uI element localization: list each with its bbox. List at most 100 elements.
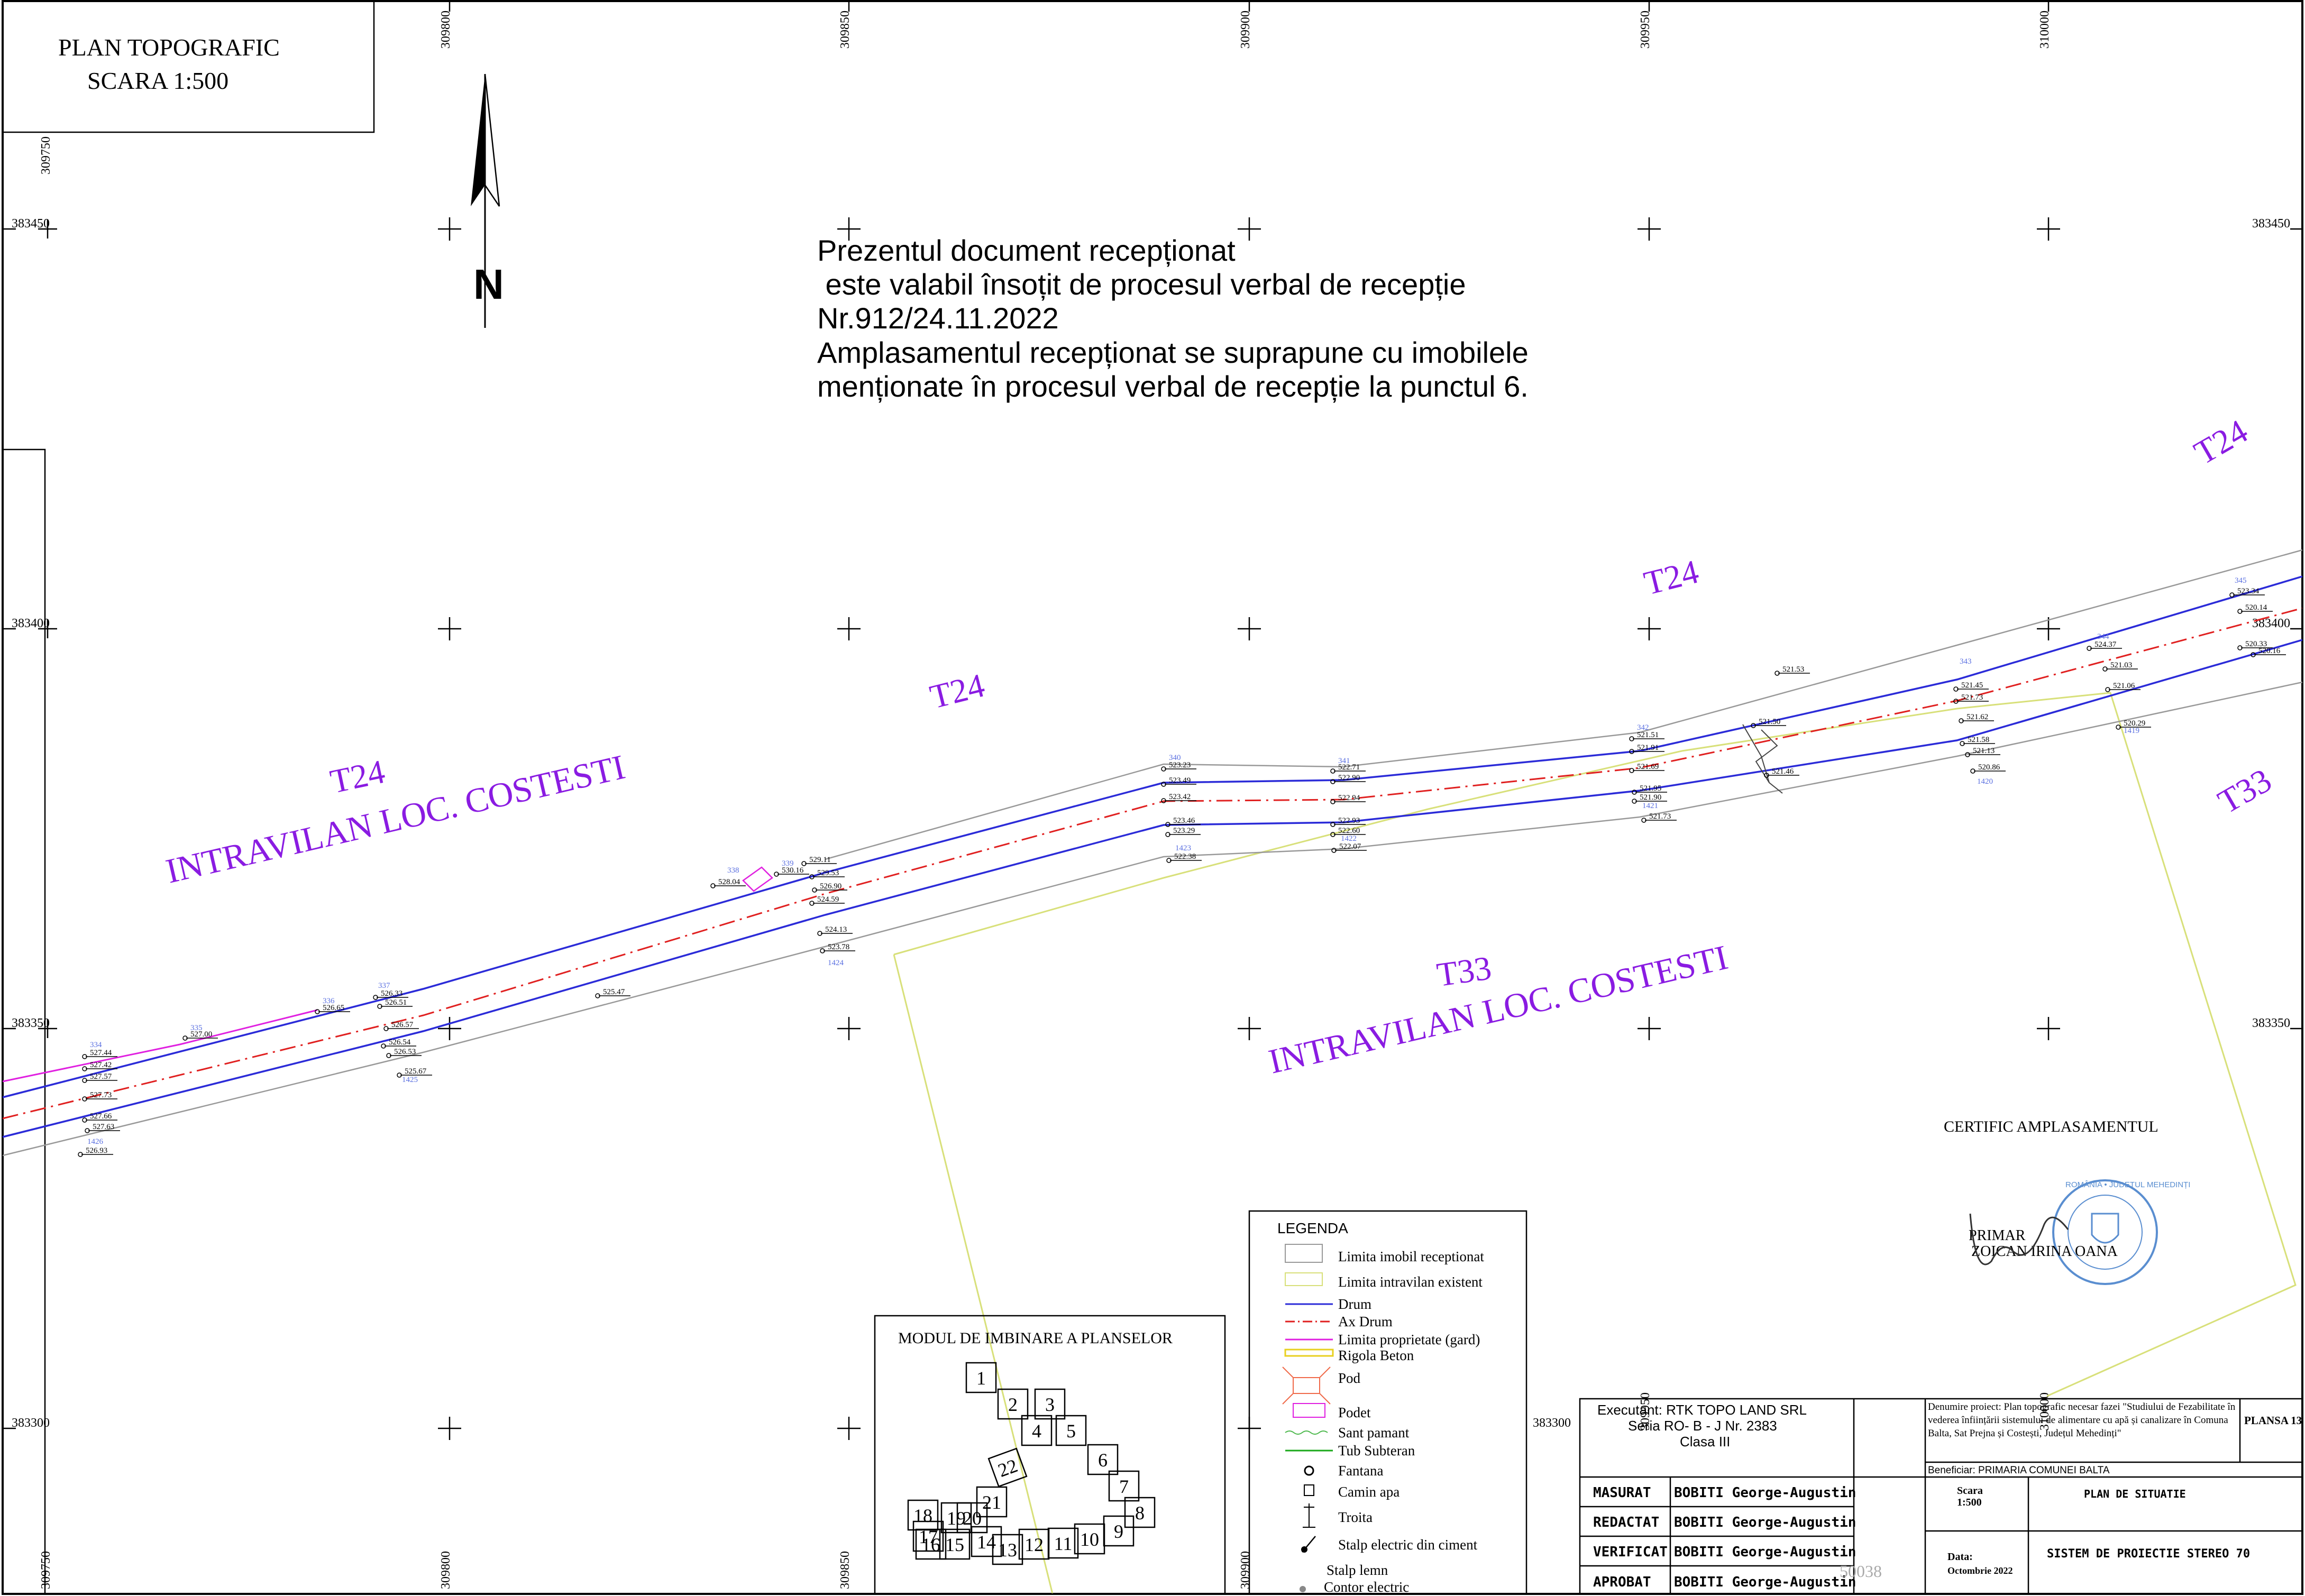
elevation-label: 526.65 (323, 1004, 344, 1012)
grid-cross-icon (837, 1017, 861, 1040)
certific-name: ZOICAN IRINA OANA (1971, 1243, 2118, 1260)
grid-cross-icon (438, 1417, 461, 1440)
certification: CERTIFIC AMPLASAMENTUL ROMÂNIA • JUDEȚUL… (1944, 1118, 2190, 1285)
elevation-label: 520.16 (2258, 647, 2281, 655)
road-axis (2, 607, 2303, 1120)
elevation-label: 525.67 (405, 1067, 427, 1076)
elevation-label: 527.44 (90, 1049, 112, 1057)
elevation-label: 524.37 (2094, 640, 2117, 649)
grid-cross-icon (837, 217, 861, 241)
data-label: Data: (1947, 1551, 1973, 1563)
legend-item: Stalp electric din ciment (1301, 1536, 1478, 1553)
svg-text:6: 6 (1098, 1450, 1108, 1471)
elevation-label: 521.73 (1649, 812, 1671, 821)
elevation-label: 521.46 (1772, 767, 1794, 776)
project-name: Denumire proiect: Plan topografic necesa… (1928, 1401, 2236, 1439)
grid-y-label: 383300 (1533, 1416, 1571, 1430)
elevation-label: 520.86 (1978, 763, 2000, 772)
sheet-index-cell: 11 (1047, 1527, 1079, 1559)
plan-scale: SCARA 1:500 (87, 67, 228, 94)
elevation-label: 525.47 (603, 988, 625, 996)
stamp-icon: ROMÂNIA • JUDEȚUL MEHEDINȚI (2052, 1179, 2190, 1285)
grid-cross-icon (438, 217, 461, 241)
road-network (2, 549, 2303, 1157)
sheet-index-cell: 2 (997, 1388, 1029, 1420)
legend-label: Ax Drum (1338, 1314, 1393, 1329)
fence-line (2, 1009, 318, 1083)
zone-label-t24: T24 (1640, 553, 1702, 602)
grid-x-label: 310000 (2038, 11, 2052, 49)
executant-line: Clasa III (1680, 1434, 1730, 1450)
role-label: REDACTAT (1593, 1515, 1659, 1530)
elevation-label: 522.94 (1338, 794, 1360, 802)
elevation-label: 523.34 (2237, 587, 2260, 595)
scara-label: Scara (1957, 1485, 1983, 1497)
grid-cross-icon (38, 1019, 57, 1038)
zone-label-t24: T24 (926, 666, 988, 716)
point-id-label: 342 (1637, 723, 1649, 732)
point-id-label: 334 (90, 1041, 102, 1049)
point-id-label: 1425 (402, 1076, 418, 1084)
elevation-label: 523.23 (1169, 761, 1191, 769)
elevation-label: 522.07 (1339, 842, 1361, 851)
elevation-label: 521.69 (1637, 763, 1659, 771)
elevation-label: 521.45 (1961, 681, 1983, 690)
elevation-label: 529.53 (817, 869, 839, 877)
zone-label-t33: T33 (1434, 949, 1494, 994)
legend-panel: LEGENDA Limita imobil receptionat Limita … (1248, 1210, 1527, 1595)
executant-line: Executant: RTK TOPO LAND SRL (1597, 1402, 1807, 1418)
legend-item: Limita intravilan existent (1285, 1272, 1483, 1290)
elevation-label: 527.73 (90, 1091, 112, 1099)
grid-y-label: 383350 (2252, 1016, 2290, 1030)
elevation-label: 528.04 (718, 878, 740, 886)
sheet-index-cell: 15 (939, 1528, 971, 1560)
elevation-label: 521.53 (1782, 665, 1804, 674)
elevation-label: 523.49 (1169, 776, 1191, 785)
grid-cross-icon (438, 1017, 461, 1040)
notice-line: menționate în procesul verbal de recepți… (817, 370, 1529, 403)
elevation-label: 526.93 (86, 1146, 107, 1155)
svg-text:8: 8 (1135, 1502, 1145, 1524)
elevation-label: 523.42 (1169, 793, 1191, 801)
title-block-text: Executant: RTK TOPO LAND SRL Seria RO- B… (1593, 1401, 2302, 1590)
grid-cross-icon (1238, 217, 1261, 241)
elevation-label: 520.29 (2124, 719, 2145, 728)
grid-y-label: 383350 (12, 1016, 50, 1030)
legend-label: Sant pamant (1338, 1425, 1410, 1441)
svg-text:12: 12 (1025, 1534, 1044, 1555)
legend-label: Limita intravilan existent (1338, 1274, 1483, 1290)
grid-cross-icon (2037, 1017, 2060, 1040)
legend-title: LEGENDA (1277, 1220, 1348, 1236)
elevation-label: 526.33 (381, 989, 403, 998)
grid-x-label: 309900 (1239, 1551, 1252, 1589)
certific-primar: PRIMAR (1969, 1227, 2026, 1244)
culvert-mark (742, 866, 773, 892)
sheet-index-cell: 9 (1103, 1515, 1135, 1547)
grid-cross-icon (837, 617, 861, 640)
svg-text:14: 14 (977, 1531, 996, 1553)
role-name: BOBITI George-Augustin (1674, 1485, 1856, 1501)
legend-item: Camin apa (1304, 1484, 1400, 1500)
elevation-label: 521.91 (1637, 744, 1659, 752)
elevation-label: 530.16 (782, 866, 804, 875)
watermark-number: 50038 (1840, 1562, 1882, 1581)
point-id-label: 345 (2235, 576, 2247, 585)
svg-text:16: 16 (921, 1534, 940, 1555)
grid-ticks (3, 1, 2302, 1429)
elevation-label: 521.62 (1966, 713, 1988, 721)
modul-title: MODUL DE IMBINARE A PLANSELOR (898, 1329, 1173, 1347)
sheet-index-cell: 21 (976, 1486, 1008, 1518)
legend-label: Camin apa (1338, 1484, 1400, 1500)
zone-label-intravilan: INTRAVILAN LOC. COSTESTI (162, 748, 629, 891)
notice-line: Amplasamentul recepționat se suprapune c… (817, 336, 1529, 369)
legend-item: Limita imobil receptionat (1285, 1244, 1484, 1264)
executant-line: Seria RO- B - J Nr. 2383 (1628, 1418, 1777, 1434)
zone-label-t33: T33 (2212, 761, 2278, 821)
legend-item: Pod (1282, 1366, 1361, 1405)
property-line-gray (2, 681, 2303, 1157)
elevation-label: 523.46 (1173, 817, 1195, 825)
beneficiar: Beneficiar: PRIMARIA COMUNEI BALTA (1928, 1465, 2110, 1476)
grid-y-label: 383450 (2252, 217, 2290, 231)
sheet-index-cell: 6 (1087, 1444, 1119, 1475)
elevation-label: 522.71 (1338, 763, 1360, 772)
